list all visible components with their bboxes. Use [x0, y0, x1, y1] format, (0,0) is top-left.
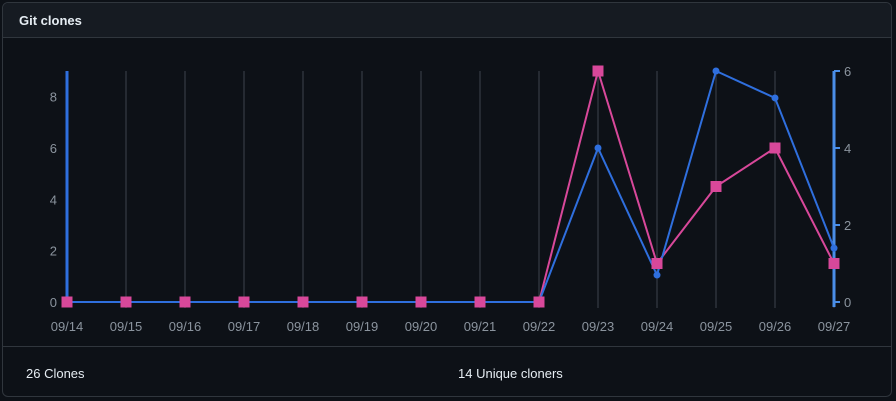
clones-point — [533, 296, 545, 308]
clones-point — [769, 142, 781, 154]
clones-point — [710, 181, 722, 192]
x-axis-tick-label: 09/15 — [110, 319, 143, 334]
right-axis-tick-label: 4 — [844, 141, 851, 156]
left-axis-tick-label: 0 — [50, 295, 57, 310]
left-axis-tick-label: 6 — [50, 141, 57, 156]
left-axis-tick-label: 4 — [50, 192, 57, 207]
x-axis-tick-label: 09/18 — [287, 319, 320, 334]
x-axis-tick-label: 09/26 — [759, 319, 792, 334]
x-axis-tick-label: 09/22 — [523, 319, 556, 334]
left-axis-tick-label: 2 — [50, 244, 57, 259]
series-line-unique-cloners — [67, 69, 835, 303]
clones-point — [415, 296, 427, 308]
unique-cloners-count: 14 Unique cloners — [458, 366, 563, 381]
unique-cloners-point — [771, 94, 779, 102]
right-axis-tick-label: 0 — [844, 295, 851, 310]
x-axis-tick-label: 09/20 — [405, 319, 438, 334]
x-axis-tick-label: 09/27 — [818, 319, 851, 334]
x-axis-tick-label: 09/24 — [641, 319, 674, 334]
x-axis-tick-label: 09/23 — [582, 319, 615, 334]
right-axis-tick-label: 6 — [844, 64, 851, 79]
clones-point — [356, 296, 368, 308]
x-axis-tick-label: 09/21 — [464, 319, 497, 334]
clones-point — [297, 296, 309, 308]
clones-point — [828, 258, 840, 269]
x-axis-tick-label: 09/25 — [700, 319, 733, 334]
clones-count: 26 Clones — [26, 366, 85, 381]
clones-chart: 0 2 4 6 0 2 4 6 8 09/14 09/15 09/16 09/17 09/18 09/19 0… — [3, 38, 891, 346]
clones-point — [651, 258, 663, 269]
panel-footer: 26 Clones 14 Unique cloners — [3, 346, 891, 396]
unique-cloners-point — [653, 271, 661, 279]
clones-point — [179, 296, 191, 308]
git-clones-panel: Git clones 0 2 4 6 0 2 4 6 8 09/14 09/15 09/16 09/17… — [2, 2, 892, 397]
unique-cloners-point — [830, 244, 838, 252]
clones-point — [120, 296, 132, 308]
x-axis-tick-label: 09/17 — [228, 319, 261, 334]
panel-title: Git clones — [19, 12, 82, 28]
clones-point — [238, 296, 250, 308]
clones-point — [474, 296, 486, 308]
x-axis-tick-label: 09/19 — [346, 319, 379, 334]
left-axis-tick-label: 8 — [50, 90, 57, 105]
clones-chart-svg: 0 2 4 6 0 2 4 6 8 09/14 09/15 09/16 09/17 09/18 09/19 0… — [50, 64, 851, 334]
unique-cloners-point — [712, 67, 720, 75]
right-axis-tick-label: 2 — [844, 218, 851, 233]
panel-header: Git clones — [3, 3, 891, 38]
clones-point — [61, 296, 73, 308]
x-axis-tick-label: 09/14 — [51, 319, 84, 334]
unique-cloners-point — [594, 144, 602, 152]
clones-point — [592, 65, 604, 77]
x-axis-tick-label: 09/16 — [169, 319, 202, 334]
